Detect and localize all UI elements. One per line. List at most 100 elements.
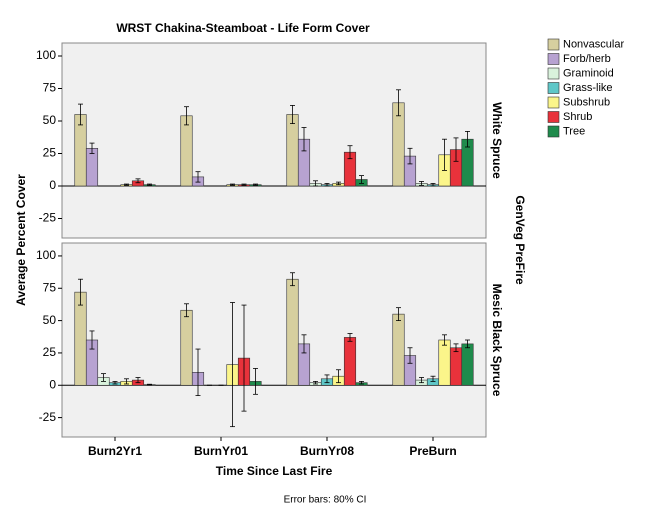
error-bar bbox=[347, 145, 353, 160]
bar bbox=[449, 347, 463, 386]
error-bar bbox=[241, 183, 247, 186]
y-tick-label: 25 bbox=[43, 345, 57, 359]
panel-background bbox=[61, 42, 487, 239]
error-bar bbox=[442, 138, 447, 171]
error-bar bbox=[313, 180, 318, 187]
y-tick-label: 0 bbox=[49, 377, 56, 391]
x-tick-label: Burn2Yr1 bbox=[88, 444, 142, 458]
y-tick-label: -25 bbox=[39, 410, 57, 424]
error-bar bbox=[430, 182, 436, 187]
legend-swatch bbox=[547, 67, 560, 80]
error-bar bbox=[465, 130, 470, 148]
error-bar bbox=[184, 303, 189, 318]
y-tick-label: 50 bbox=[43, 113, 57, 127]
footnote: Error bars: 80% CI bbox=[284, 495, 367, 506]
error-bar bbox=[101, 373, 106, 382]
error-bar bbox=[324, 374, 330, 384]
y-tick-label: 50 bbox=[43, 313, 57, 327]
legend-swatch bbox=[547, 111, 560, 123]
legend-label: Tree bbox=[563, 125, 585, 137]
x-tick-label: BurnYr01 bbox=[194, 444, 248, 458]
error-bar bbox=[147, 183, 152, 186]
error-bar bbox=[78, 278, 83, 306]
error-bar bbox=[89, 330, 95, 350]
x-axis-label: Time Since Last Fire bbox=[216, 464, 333, 478]
error-bar bbox=[184, 106, 189, 126]
error-bar bbox=[89, 142, 95, 154]
legend-label: Forb/herb bbox=[563, 53, 611, 65]
legend-swatch bbox=[547, 38, 560, 51]
y-tick-label: 100 bbox=[36, 48, 56, 62]
bar bbox=[461, 343, 474, 386]
error-bar bbox=[135, 377, 141, 384]
x-tick-label: BurnYr08 bbox=[300, 444, 354, 458]
legend-label: Nonvascular bbox=[563, 38, 624, 50]
panel-label: White Spruce bbox=[490, 102, 504, 179]
error-bar bbox=[301, 127, 307, 152]
error-bar bbox=[407, 347, 413, 364]
error-bar bbox=[195, 171, 201, 183]
legend-swatch bbox=[547, 96, 560, 109]
error-bar bbox=[230, 183, 235, 186]
legend-label: Shrub bbox=[563, 111, 592, 123]
x-tick-label: PreBurn bbox=[409, 444, 456, 458]
error-bar bbox=[253, 368, 258, 395]
legend-swatch bbox=[547, 82, 560, 94]
error-bar bbox=[135, 178, 141, 184]
y-tick-label: 100 bbox=[36, 248, 56, 262]
y-tick-label: 75 bbox=[43, 81, 57, 95]
error-bar bbox=[407, 147, 413, 165]
error-bar bbox=[396, 307, 401, 322]
bar bbox=[180, 309, 193, 386]
panel-label: Mesic Black Spruce bbox=[490, 284, 504, 397]
error-bar bbox=[290, 105, 295, 124]
error-bar bbox=[336, 369, 341, 384]
error-bar bbox=[324, 182, 330, 187]
bar bbox=[286, 278, 299, 386]
legend-swatch bbox=[547, 125, 560, 138]
y-axis-label: Average Percent Cover bbox=[14, 174, 28, 306]
y-tick-label: 25 bbox=[43, 146, 57, 160]
bar bbox=[392, 313, 405, 386]
legend-label: Graminoid bbox=[563, 67, 614, 79]
facet-label: GenVeg PreFire bbox=[513, 195, 527, 285]
error-bar bbox=[124, 183, 129, 186]
error-bar bbox=[78, 103, 83, 126]
error-bar bbox=[147, 383, 152, 386]
error-bar bbox=[112, 380, 118, 385]
error-bar bbox=[195, 348, 201, 397]
y-tick-label: -25 bbox=[39, 211, 57, 225]
error-bar bbox=[396, 89, 401, 117]
bar bbox=[74, 291, 87, 386]
error-bar bbox=[301, 334, 307, 354]
error-bar bbox=[253, 183, 258, 186]
legend-label: Grass-like bbox=[563, 82, 613, 94]
y-tick-label: 0 bbox=[49, 178, 56, 192]
panel-background bbox=[61, 242, 487, 438]
bar bbox=[286, 114, 299, 187]
y-tick-label: 75 bbox=[43, 280, 57, 294]
bar bbox=[343, 337, 357, 386]
error-bar bbox=[419, 377, 424, 384]
legend-label: Subshrub bbox=[563, 96, 610, 108]
error-bar bbox=[419, 181, 424, 186]
error-bar bbox=[453, 343, 459, 353]
legend-swatch bbox=[547, 53, 560, 65]
bar bbox=[180, 115, 193, 187]
error-bar bbox=[465, 339, 470, 349]
error-bar bbox=[313, 380, 318, 385]
error-bar bbox=[430, 375, 436, 382]
error-bar bbox=[453, 137, 459, 162]
chart-title: WRST Chakina-Steamboat - Life Form Cover bbox=[116, 21, 370, 35]
bar bbox=[85, 148, 99, 187]
error-bar bbox=[347, 333, 353, 342]
bar bbox=[438, 339, 451, 386]
error-bar bbox=[124, 378, 129, 385]
error-bar bbox=[359, 175, 364, 184]
error-bar bbox=[442, 334, 447, 346]
error-bar bbox=[359, 380, 364, 385]
error-bar bbox=[336, 181, 341, 186]
error-bar bbox=[241, 304, 247, 412]
error-bar bbox=[290, 272, 295, 287]
